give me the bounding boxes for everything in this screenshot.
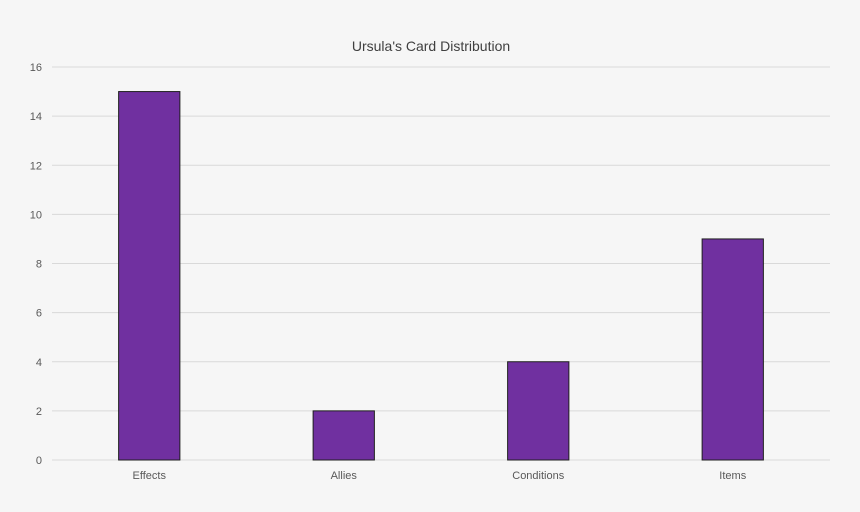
- bar-allies: [312, 410, 375, 461]
- bar-items: [701, 238, 764, 461]
- y-axis-ticks: 0 2 4 6 8 10 12 14 16: [30, 62, 42, 467]
- y-tick-label: 6: [36, 308, 42, 320]
- x-tick-label: Allies: [331, 470, 358, 482]
- bar-effects: [118, 91, 181, 461]
- bar-conditions: [507, 361, 570, 461]
- bars: [118, 91, 764, 461]
- y-tick-label: 2: [36, 406, 42, 418]
- y-tick-label: 12: [30, 160, 42, 172]
- x-tick-label: Conditions: [512, 470, 564, 482]
- x-axis-ticks: Effects Allies Conditions Items: [133, 470, 747, 482]
- y-tick-label: 14: [30, 111, 42, 123]
- y-tick-label: 4: [36, 357, 42, 369]
- chart-title: Ursula's Card Distribution: [352, 38, 510, 54]
- y-tick-label: 16: [30, 62, 42, 74]
- y-tick-label: 8: [36, 259, 42, 271]
- y-tick-label: 0: [36, 455, 42, 467]
- x-tick-label: Effects: [133, 470, 167, 482]
- gridlines: [52, 66, 830, 461]
- x-tick-label: Items: [719, 470, 746, 482]
- y-tick-label: 10: [30, 209, 42, 221]
